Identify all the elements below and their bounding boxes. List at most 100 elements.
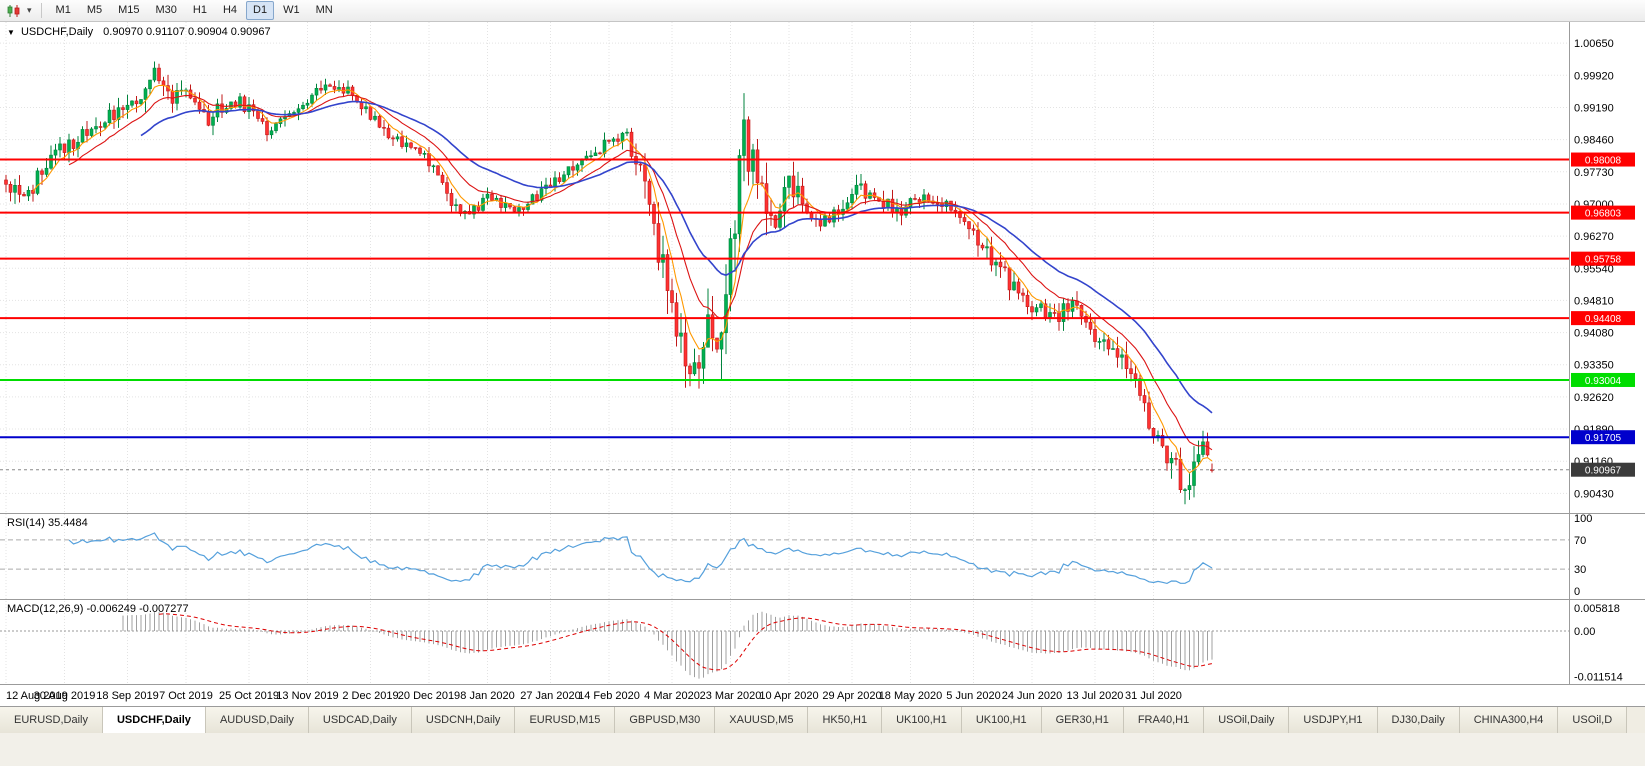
tab-usoil-daily[interactable]: USOil,Daily (1204, 707, 1290, 733)
price-axis-label: 0.97730 (1574, 167, 1614, 179)
tab-china300-h4[interactable]: CHINA300,H4 (1459, 707, 1559, 733)
chart-area: 1.00650 0.99920 0.99190 0.98460 0.97730 0.970… (0, 22, 1645, 706)
tab-label: USOil,Daily (1218, 714, 1275, 726)
date-axis-label: 30 Aug 2019 (34, 690, 96, 702)
date-axis-label: 20 Dec 2019 (398, 690, 460, 702)
hline-price-tag-label: 0.95758 (1585, 255, 1622, 266)
tab-label: HK50,H1 (822, 714, 868, 726)
tab-label: AUDUSD,Daily (219, 714, 294, 726)
tab-label: USDCAD,Daily (322, 714, 397, 726)
tf-button-d1[interactable]: D1 (246, 1, 275, 20)
price-axis-label: 0.94810 (1574, 295, 1614, 307)
hline-price-tag-label: 0.91705 (1585, 433, 1622, 444)
price-axis-label: 1.00650 (1574, 38, 1614, 50)
date-axis-label: 2 Dec 2019 (342, 690, 398, 702)
macd-histogram (122, 611, 1213, 679)
tab-label: USOil,D (1572, 714, 1613, 726)
tf-button-h4[interactable]: H4 (222, 4, 238, 16)
macd-signal-line (158, 613, 1213, 671)
tab-hk50-h1[interactable]: HK50,H1 (808, 707, 883, 733)
tab-ger30-h1[interactable]: GER30,H1 (1041, 707, 1124, 733)
toolbar-dropdown-icon[interactable]: ▾ (27, 5, 32, 15)
hline-price-tag (1571, 152, 1635, 167)
date-axis-label: 5 Jun 2020 (946, 690, 1000, 702)
tab-label: UK100,H1 (975, 714, 1027, 726)
tab-uk100-h1[interactable]: UK100,H1 (882, 707, 962, 733)
rsi-line (68, 532, 1213, 585)
date-axis-label: 12 Aug 2019 (6, 690, 68, 702)
tab-dj30-daily[interactable]: DJ30,Daily (1377, 707, 1460, 733)
ma-slow-line (140, 100, 1213, 414)
tab-label: GBPUSD,M30 (629, 714, 701, 726)
tf-button-m5[interactable]: M5 (86, 4, 103, 16)
price-axis-label: 0.93350 (1574, 360, 1614, 372)
tab-usdcad-daily[interactable]: USDCAD,Daily (308, 707, 412, 733)
chart-type-icon[interactable] (4, 3, 23, 19)
tab-label: CHINA300,H4 (1473, 714, 1544, 726)
hline-price-tag (1571, 205, 1635, 220)
tab-label: USDCNH,Daily (425, 714, 501, 726)
tab-label: UK100,H1 (896, 714, 947, 726)
tab-eurusd-m15[interactable]: EURUSD,M15 (515, 707, 616, 733)
tf-button-mn[interactable]: MN (315, 4, 333, 16)
date-axis-label: 18 May 2020 (879, 690, 943, 702)
chart-tabs-bar: EURUSD,Daily USDCHF,Daily AUDUSD,Daily USDC… (0, 706, 1645, 733)
date-axis-label: 7 Oct 2019 (159, 690, 213, 702)
tf-button-w1[interactable]: W1 (283, 4, 300, 16)
tf-button-m15[interactable]: M15 (118, 4, 140, 16)
price-axis-label: 0.98460 (1574, 135, 1614, 147)
tab-label: EURUSD,M15 (529, 714, 601, 726)
tf-button-h1[interactable]: H1 (192, 4, 207, 16)
macd-axis-label: 0.005818 (1574, 603, 1620, 615)
tf-button-m1[interactable]: M1 (55, 4, 71, 16)
hline-price-tag-label: 0.94408 (1585, 314, 1622, 325)
tab-label: EURUSD,Daily (14, 714, 88, 726)
tab-label: USDCHF,Daily (116, 714, 191, 726)
price-axis-label: 0.94080 (1574, 328, 1614, 340)
macd-axis-label: 0.00 (1574, 626, 1595, 638)
date-axis-label: 25 Oct 2019 (219, 690, 279, 702)
date-axis-label: 18 Sep 2019 (96, 690, 158, 702)
tab-gbpusd-m30[interactable]: GBPUSD,M30 (615, 707, 716, 733)
tab-uk100-h1[interactable]: UK100,H1 (961, 707, 1042, 733)
rsi-axis-label: 70 (1574, 535, 1586, 547)
tab-xauusd-m5[interactable]: XAUUSD,M5 (715, 707, 809, 733)
tab-label: XAUUSD,M5 (729, 714, 794, 726)
ma-mid-line (68, 94, 1213, 451)
date-axis-label: 14 Feb 2020 (578, 690, 640, 702)
macd-axis-label: -0.011514 (1574, 672, 1623, 684)
tab-usdchf-daily[interactable]: USDCHF,Daily (102, 707, 206, 733)
date-axis-label: 13 Nov 2019 (276, 690, 338, 702)
hline-price-tag-label: 0.93004 (1585, 376, 1622, 387)
price-axis-label: 0.99190 (1574, 102, 1614, 114)
hline-price-tag (1571, 311, 1635, 326)
price-axis-label: 0.96270 (1574, 231, 1614, 243)
hline-price-tag-label: 0.96803 (1585, 209, 1622, 220)
date-axis-label: 24 Jun 2020 (1002, 690, 1063, 702)
tab-fra40-h1[interactable]: FRA40,H1 (1123, 707, 1205, 733)
current-price-tag-label: 0.90967 (1585, 466, 1622, 477)
tab-usoil-d[interactable]: USOil,D (1558, 707, 1628, 733)
hline-price-tag (1571, 372, 1635, 387)
tab-usdjpy-h1[interactable]: USDJPY,H1 (1289, 707, 1378, 733)
date-axis-label: 4 Mar 2020 (644, 690, 700, 702)
date-axis-label: 13 Jul 2020 (1067, 690, 1124, 702)
tab-label: USDJPY,H1 (1303, 714, 1363, 726)
tab-eurusd-daily[interactable]: EURUSD,Daily (0, 707, 103, 733)
grid (0, 22, 1569, 685)
window-bottom-strip (0, 733, 1645, 766)
date-axis-label: 23 Mar 2020 (700, 690, 762, 702)
tab-usdcnh-daily[interactable]: USDCNH,Daily (411, 707, 516, 733)
current-price-tag (1571, 462, 1635, 477)
hline-price-tag-label: 0.98008 (1585, 156, 1622, 167)
date-axis-label: 29 Apr 2020 (822, 690, 881, 702)
tab-audusd-daily[interactable]: AUDUSD,Daily (205, 707, 309, 733)
hline-price-tag (1571, 430, 1635, 445)
tab-label: GER30,H1 (1055, 714, 1109, 726)
timeframe-buttons: M1 M5 M15 M30 H1 H4 D1 W1 MN (49, 1, 340, 20)
date-axis-label: 10 Apr 2020 (759, 690, 818, 702)
chart-canvas[interactable]: 1.006500.999200.991900.984600.977300.970… (0, 22, 1645, 706)
tf-button-m30[interactable]: M30 (155, 4, 177, 16)
tab-label: FRA40,H1 (1137, 714, 1190, 726)
price-axis-label: 0.95540 (1574, 263, 1614, 275)
